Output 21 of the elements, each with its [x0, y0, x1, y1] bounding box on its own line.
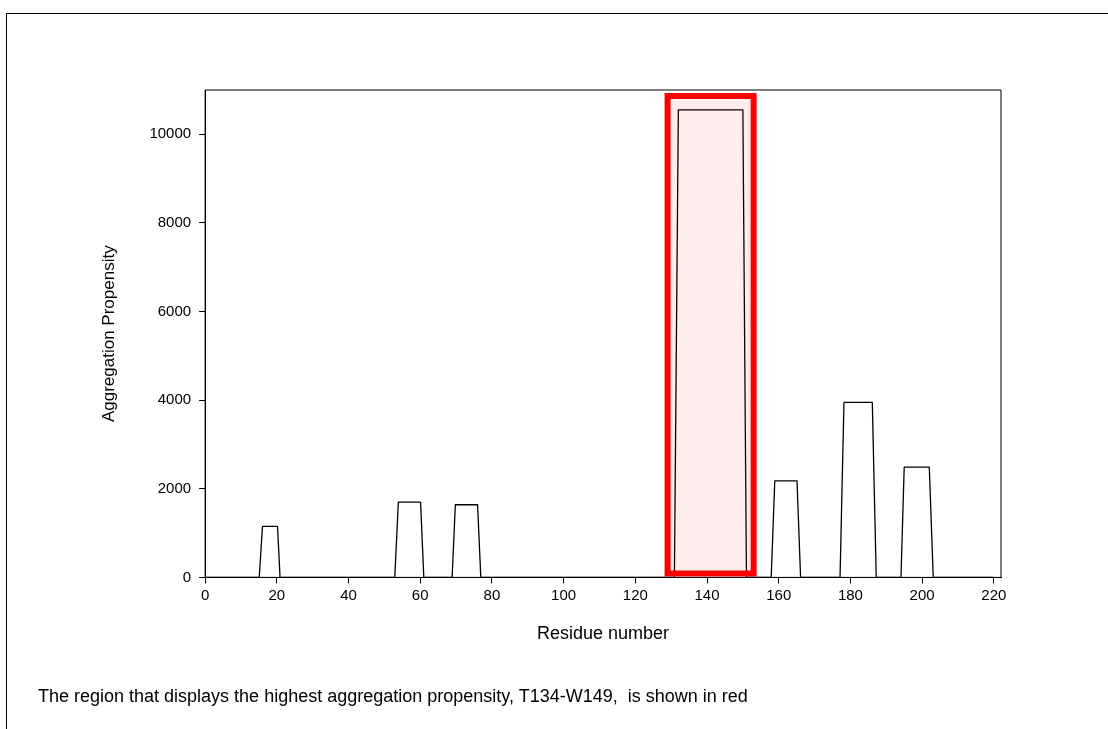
x-tick-label: 220: [981, 585, 1007, 603]
x-tick-label: 160: [766, 585, 792, 603]
y-tick-label: 8000: [157, 213, 192, 231]
x-tick-label: 180: [837, 585, 863, 603]
x-tick-label: 200: [909, 585, 935, 603]
x-tick-label: 120: [622, 585, 648, 603]
x-tick-label: 100: [551, 585, 577, 603]
y-tick-label: 0: [182, 567, 192, 585]
text: The region that displays the highest aggregation propensity, T134-W149, is shown in red: [38, 686, 748, 706]
y-tick-label: 10000: [149, 124, 192, 142]
y-tick-label: 6000: [157, 301, 192, 319]
x-tick-label: 140: [694, 585, 720, 603]
y-tick-label: 2000: [157, 478, 192, 496]
y-axis-title: Aggregation Propensity: [98, 244, 118, 423]
x-tick-label: 40: [340, 585, 357, 603]
x-axis-title: Residue number: [537, 623, 670, 644]
x-tick-label: 20: [268, 585, 286, 603]
x-tick-label: 0: [200, 585, 210, 603]
y-tick-label: 4000: [157, 390, 192, 408]
x-tick-label: 60: [411, 585, 429, 603]
x-tick-label: 80: [483, 585, 501, 603]
